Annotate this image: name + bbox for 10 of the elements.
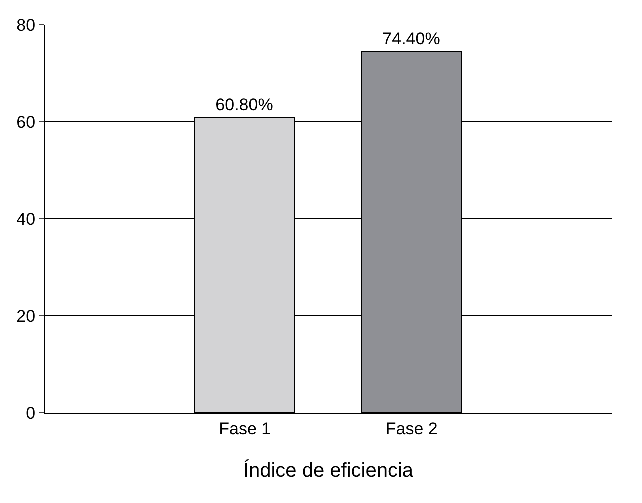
x-tick-label: Fase 2 (386, 419, 438, 438)
x-tick-label: Fase 1 (219, 419, 272, 438)
y-tick-label: 0 (26, 404, 36, 423)
data-label: 74.40% (382, 30, 440, 48)
x-axis-title: Índice de eficiencia (243, 458, 414, 482)
data-label: 60.80% (216, 96, 274, 114)
y-tick-label: 20 (16, 306, 36, 326)
y-tick-label: 40 (16, 210, 36, 229)
y-tick-label: 80 (16, 16, 36, 35)
y-tick-label: 60 (16, 112, 36, 132)
